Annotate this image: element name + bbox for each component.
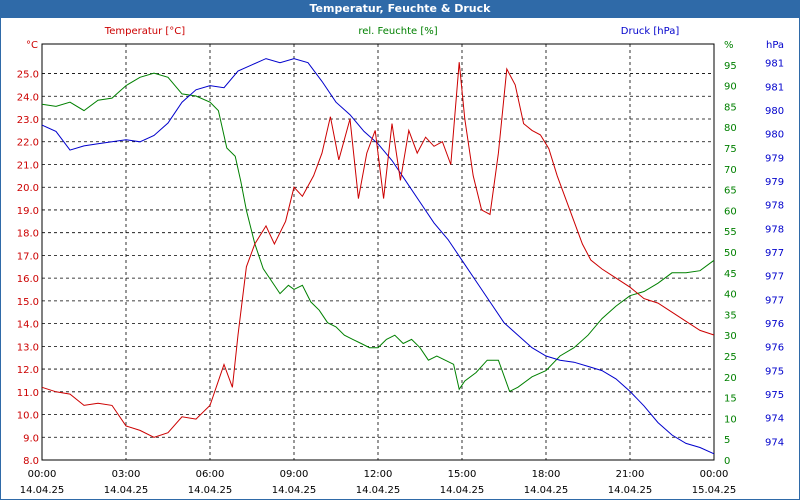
press-unit-label: hPa bbox=[766, 40, 784, 51]
x-tick-date: 14.04.25 bbox=[356, 485, 401, 496]
hum-tick-label: 80 bbox=[724, 123, 737, 134]
temp-tick-label: 17.0 bbox=[17, 251, 39, 262]
hum-tick-label: 5 bbox=[724, 435, 730, 446]
x-tick-date: 14.04.25 bbox=[20, 485, 65, 496]
hum-tick-label: 70 bbox=[724, 165, 737, 176]
hum-tick-label: 10 bbox=[724, 414, 737, 425]
hum-tick-label: 95 bbox=[724, 61, 737, 72]
x-tick-time: 15:00 bbox=[448, 469, 477, 480]
hum-tick-label: 25 bbox=[724, 352, 737, 363]
x-tick-time: 09:00 bbox=[280, 469, 309, 480]
x-tick-time: 21:00 bbox=[616, 469, 645, 480]
press-tick-label: 979 bbox=[765, 177, 784, 188]
hum-tick-label: 0 bbox=[724, 456, 730, 467]
plot-area bbox=[41, 43, 715, 461]
x-tick-date: 14.04.25 bbox=[608, 485, 653, 496]
x-tick-date: 15.04.25 bbox=[692, 485, 737, 496]
temp-tick-label: 20.0 bbox=[17, 183, 39, 194]
press-tick-label: 974 bbox=[765, 414, 784, 425]
press-tick-label: 975 bbox=[765, 390, 784, 401]
x-tick-date: 14.04.25 bbox=[104, 485, 149, 496]
temp-tick-label: 16.0 bbox=[17, 274, 39, 285]
temp-tick-label: 8.0 bbox=[23, 456, 39, 467]
press-tick-label: 975 bbox=[765, 366, 784, 377]
temp-tick-label: 9.0 bbox=[23, 433, 39, 444]
temp-tick-label: 21.0 bbox=[17, 160, 39, 171]
hum-tick-label: 60 bbox=[724, 206, 737, 217]
temp-tick-label: 23.0 bbox=[17, 115, 39, 126]
series-lines bbox=[41, 58, 715, 455]
x-tick-time: 06:00 bbox=[196, 469, 225, 480]
temp-tick-label: 10.0 bbox=[17, 411, 39, 422]
pressure-series-line bbox=[41, 58, 715, 455]
x-tick-date: 14.04.25 bbox=[524, 485, 569, 496]
x-tick-date: 14.04.25 bbox=[272, 485, 317, 496]
x-tick-time: 03:00 bbox=[112, 469, 141, 480]
press-tick-label: 979 bbox=[765, 153, 784, 164]
x-tick-time: 18:00 bbox=[532, 469, 561, 480]
hum-tick-label: 35 bbox=[724, 310, 737, 321]
x-tick-date: 14.04.25 bbox=[440, 485, 485, 496]
tick-labels: 8.0 9.0 10.0 11.0 12.0 13.0 14.0 15.0 16.0 17.0 18… bbox=[17, 40, 784, 496]
hum-tick-label: 75 bbox=[724, 144, 737, 155]
x-tick-date: 14.04.25 bbox=[188, 485, 233, 496]
temp-unit-label: °C bbox=[26, 40, 38, 51]
hum-tick-label: 30 bbox=[724, 331, 737, 342]
temp-tick-label: 22.0 bbox=[17, 138, 39, 149]
temp-tick-label: 15.0 bbox=[17, 297, 39, 308]
press-axis-label: Druck [hPa] bbox=[621, 26, 680, 37]
hum-tick-label: 15 bbox=[724, 394, 737, 405]
press-tick-label: 974 bbox=[765, 437, 784, 448]
hum-tick-label: 65 bbox=[724, 186, 737, 197]
temperature-series-line bbox=[41, 62, 715, 438]
hum-tick-label: 55 bbox=[724, 227, 737, 238]
press-tick-label: 976 bbox=[765, 343, 784, 354]
x-tick-time: 00:00 bbox=[700, 469, 729, 480]
press-tick-label: 976 bbox=[765, 319, 784, 330]
temp-tick-label: 25.0 bbox=[17, 70, 39, 81]
hum-axis-label: rel. Feuchte [%] bbox=[358, 26, 437, 37]
x-tick-time: 00:00 bbox=[28, 469, 57, 480]
temp-tick-label: 19.0 bbox=[17, 206, 39, 217]
temp-tick-label: 18.0 bbox=[17, 229, 39, 240]
hum-tick-label: 20 bbox=[724, 373, 737, 384]
press-tick-label: 981 bbox=[765, 82, 784, 93]
temp-tick-label: 14.0 bbox=[17, 320, 39, 331]
chart-title: Temperatur, Feuchte & Druck bbox=[0, 0, 800, 18]
press-tick-label: 980 bbox=[765, 106, 784, 117]
press-tick-label: 978 bbox=[765, 224, 784, 235]
x-tick-time: 12:00 bbox=[364, 469, 393, 480]
grid-lines bbox=[42, 44, 714, 460]
hum-tick-label: 50 bbox=[724, 248, 737, 259]
temp-axis-label: Temperatur [°C] bbox=[104, 26, 185, 37]
hum-tick-label: 85 bbox=[724, 102, 737, 113]
temp-tick-label: 13.0 bbox=[17, 342, 39, 353]
press-tick-label: 977 bbox=[765, 248, 784, 259]
press-tick-label: 977 bbox=[765, 272, 784, 283]
hum-tick-label: 90 bbox=[724, 82, 737, 93]
temp-tick-label: 12.0 bbox=[17, 365, 39, 376]
press-tick-label: 978 bbox=[765, 201, 784, 212]
temp-tick-label: 11.0 bbox=[17, 388, 39, 399]
temp-tick-label: 24.0 bbox=[17, 92, 39, 103]
humidity-series-line bbox=[41, 72, 715, 393]
hum-tick-label: 40 bbox=[724, 290, 737, 301]
press-tick-label: 980 bbox=[765, 130, 784, 141]
press-tick-label: 981 bbox=[765, 59, 784, 70]
hum-tick-label: 45 bbox=[724, 269, 737, 280]
press-tick-label: 977 bbox=[765, 295, 784, 306]
hum-tick-label: % bbox=[724, 40, 734, 51]
